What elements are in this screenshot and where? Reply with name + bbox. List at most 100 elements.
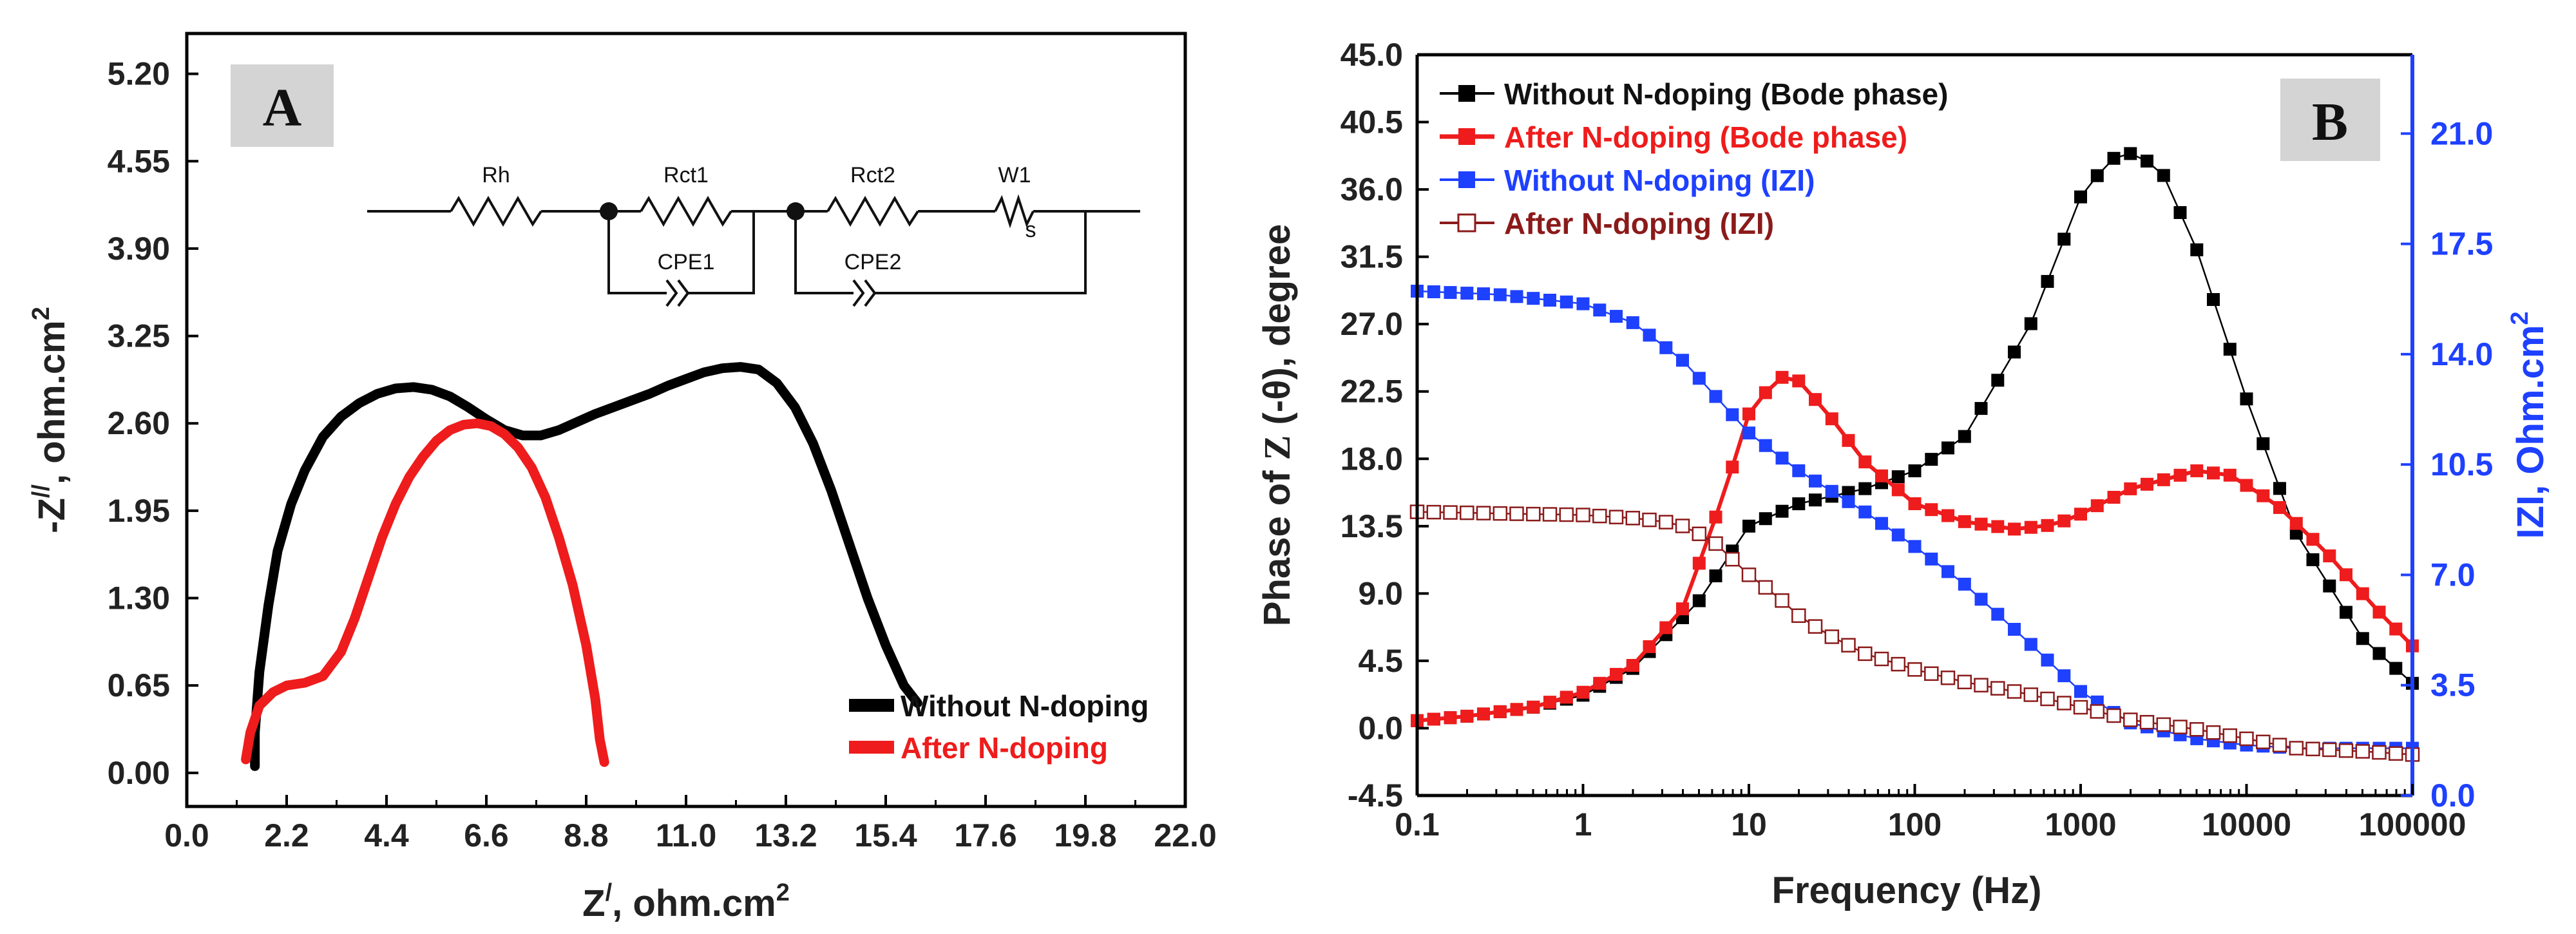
panel-b-right-y-tick-label: 21.0 xyxy=(2430,115,2493,151)
circuit-label-cpe2: CPE2 xyxy=(844,250,902,274)
legend-a-label-without: Without N-doping xyxy=(901,689,1149,723)
panel-b-marker-after-izi xyxy=(1509,506,1524,521)
legend-b-marker-without-izi xyxy=(1458,171,1475,188)
panel-b-marker-after-phase xyxy=(1759,386,1772,399)
panel-b-marker-after-izi xyxy=(2123,712,2138,727)
resistor-rct1-symbol xyxy=(640,195,732,227)
panel-b-marker-after-phase xyxy=(2372,605,2386,619)
panel-b-marker-after-izi xyxy=(1526,506,1541,522)
panel-b-marker-without-izi xyxy=(1493,288,1507,301)
panel-b-left-y-tick-label: 27.0 xyxy=(1340,306,1403,342)
panel-b-marker-without-izi xyxy=(1858,505,1872,519)
panel-b-marker-after-phase xyxy=(1444,711,1457,725)
panel-b-marker-after-phase xyxy=(1659,621,1673,634)
panel-b-x-tick-label: 10000 xyxy=(2202,806,2291,843)
panel-b-marker-after-phase xyxy=(1958,515,1971,528)
panel-b-marker-without-phase xyxy=(1742,519,1755,533)
panel-b-marker-without-phase xyxy=(2090,169,2104,182)
panel-b-marker-without-izi xyxy=(1560,295,1573,309)
panel-b-right-y-tick-label: 17.5 xyxy=(2430,226,2493,262)
panel-b-marker-without-izi xyxy=(1974,593,1988,606)
panel-b-marker-without-izi xyxy=(1775,452,1789,465)
panel-b-marker-without-izi xyxy=(2024,638,2037,651)
panel-b-marker-after-izi xyxy=(1592,508,1607,524)
panel-b-left-y-tick-label: 13.5 xyxy=(1340,508,1403,544)
panel-b-marker-after-izi xyxy=(2139,714,2155,730)
panel-b-marker-after-phase xyxy=(2306,533,2320,546)
panel-b-marker-without-izi xyxy=(1891,528,1905,542)
panel-b-marker-after-izi xyxy=(1460,505,1474,520)
panel-b-marker-without-phase xyxy=(1958,430,1971,443)
panel-a-x-tick-label: 15.4 xyxy=(854,817,917,853)
panel-b-marker-without-phase xyxy=(2190,243,2204,256)
panel-b-marker-without-izi xyxy=(1726,408,1739,421)
panel-b-marker-after-izi xyxy=(2305,741,2320,757)
panel-b-left-y-tick-label: 4.5 xyxy=(1358,643,1403,679)
panel-b-marker-after-izi xyxy=(2040,691,2055,707)
panel-b-marker-without-izi xyxy=(1958,577,1971,591)
cpe1-symbol xyxy=(665,279,678,307)
panel-b-marker-after-phase xyxy=(1460,709,1474,723)
panel-b-marker-without-izi xyxy=(1676,354,1689,367)
panel-b-marker-without-izi xyxy=(1510,290,1523,303)
panel-b-marker-without-phase xyxy=(1908,464,1922,477)
panel-a-x-tick-label: 4.4 xyxy=(364,817,409,853)
panel-b-marker-after-izi xyxy=(1659,515,1674,529)
panel-a-tick-labels: 0.0 2.2 4.4 6.6 8.8 11.0 13.2 15.4 17.6 19.8 22.0 0… xyxy=(108,56,1217,853)
panel-b-marker-after-izi xyxy=(1493,506,1508,521)
panel-b-marker-after-izi xyxy=(2272,738,2287,752)
panel-b-marker-after-phase xyxy=(1692,557,1706,570)
panel-b-marker-after-izi xyxy=(1542,507,1558,522)
panel-a-y-tick-label: 3.90 xyxy=(108,231,170,267)
panel-b-marker-after-izi xyxy=(2007,684,2022,699)
panel-b-marker-without-phase xyxy=(1858,482,1872,495)
panel-b-x-tick-label: 0.1 xyxy=(1395,806,1440,843)
panel-b-left-y-axis-label: Phase of Z (-θ), degree xyxy=(1256,224,1298,626)
panel-a-label-box xyxy=(231,64,334,147)
panel-a-y-tick-label: 3.25 xyxy=(108,318,170,354)
panel-b-marker-without-izi xyxy=(1942,565,1954,578)
panel-b-left-y-tick-label: 45.0 xyxy=(1340,37,1403,73)
panel-b-marker-after-phase xyxy=(1643,640,1656,653)
panel-b-marker-without-izi xyxy=(1908,540,1922,553)
panel-b-marker-after-phase xyxy=(2289,517,2303,530)
panel-b-marker-after-phase xyxy=(2240,479,2253,492)
panel-b-marker-after-izi xyxy=(1957,674,1972,690)
panel-b-marker-after-phase xyxy=(2090,499,2104,513)
panel-b-left-y-tick-label: 9.0 xyxy=(1358,575,1403,611)
panel-b-marker-after-phase xyxy=(2389,622,2403,636)
panel-b-marker-after-phase xyxy=(1610,667,1623,681)
panel-b-marker-after-phase xyxy=(1991,520,2005,533)
panel-b-marker-after-phase xyxy=(1925,503,1938,517)
legend-b-marker-after-phase xyxy=(1458,128,1475,145)
panel-a-y-tick-label: 1.30 xyxy=(108,580,170,616)
panel-b-marker-without-phase xyxy=(1942,441,1954,455)
panel-b-marker-without-phase xyxy=(1792,497,1806,511)
panel-b-marker-after-izi xyxy=(1708,536,1723,551)
panel-b-marker-without-phase xyxy=(2041,274,2054,288)
panel-b-marker-after-phase xyxy=(1560,691,1573,704)
panel-b-marker-after-phase xyxy=(2173,468,2187,482)
panel-b-marker-after-izi xyxy=(1443,505,1458,520)
panel-b-marker-after-izi xyxy=(2173,720,2188,734)
panel-b-marker-after-phase xyxy=(1775,370,1789,384)
legend-a-label-after: After N-doping xyxy=(901,731,1108,765)
panel-b-marker-without-phase xyxy=(2240,392,2253,406)
panel-b-marker-after-izi xyxy=(1476,506,1491,520)
panel-b-marker-after-phase xyxy=(1427,712,1440,726)
panel-b-left-y-tick-label: 0.0 xyxy=(1358,710,1403,746)
panel-a-label: A xyxy=(263,78,302,138)
panel-b-label-box xyxy=(2280,79,2380,161)
panel-b-marker-without-phase xyxy=(2273,482,2286,495)
panel-a-chart: 0.0 2.2 4.4 6.6 8.8 11.0 13.2 15.4 17.6 19.8 22.0 0… xyxy=(28,32,1217,924)
circuit-label-rct1: Rct1 xyxy=(663,163,709,187)
panel-b-marker-after-izi xyxy=(2256,734,2271,750)
panel-b-marker-without-izi xyxy=(1809,474,1822,488)
panel-b-marker-after-izi xyxy=(1576,508,1590,522)
panel-b-marker-after-phase xyxy=(1858,455,1872,469)
panel-b-marker-after-izi xyxy=(2338,743,2354,758)
panel-b-marker-without-izi xyxy=(1610,310,1623,323)
panel-b-marker-after-phase xyxy=(1576,685,1590,699)
panel-b-marker-without-izi xyxy=(1543,294,1556,307)
panel-b-marker-without-izi xyxy=(1792,464,1806,477)
